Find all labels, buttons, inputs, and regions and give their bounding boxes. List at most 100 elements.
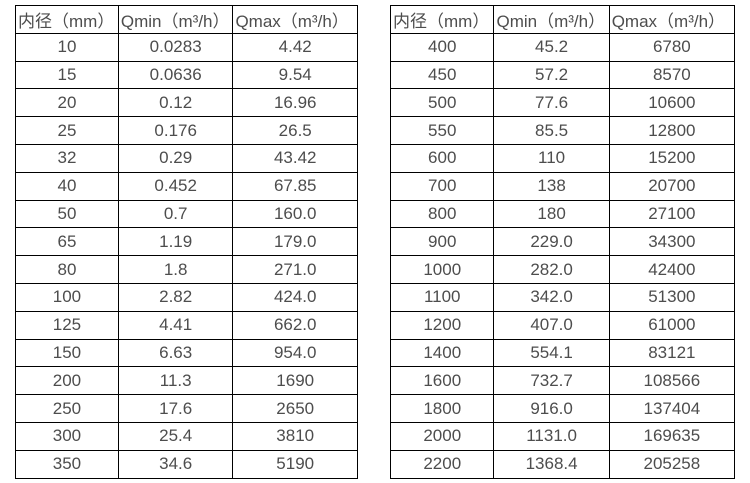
table-row: 125 4.41 662.0 [15,310,358,340]
cell-qmax: 10600 [608,88,736,118]
cell-inner-diameter: 65 [15,227,119,257]
cell-qmin: 1.8 [117,255,234,284]
cell-inner-diameter: 1800 [389,394,495,423]
cell-qmax: 61000 [608,310,736,340]
table-row: 2000 1131.0 169635 [389,421,736,451]
table-row: 32 0.29 43.42 [15,143,358,173]
cell-qmin: 85.5 [493,116,610,145]
cell-qmax: 27100 [608,199,736,229]
cell-inner-diameter: 900 [389,227,495,257]
flow-table-small-diameters: 内径（mm） Qmin（m³/h） Qmax（m³/h） 10 0.0283 4.42 15… [15,5,358,479]
cell-qmin: 0.0636 [117,60,234,90]
cell-inner-diameter: 20 [15,88,119,118]
table-row: 1000 282.0 42400 [389,255,736,284]
table-row: 450 57.2 8570 [389,60,736,90]
cell-qmax: 20700 [608,171,736,201]
cell-inner-diameter: 700 [389,171,495,201]
cell-qmin: 34.6 [117,449,234,479]
cell-inner-diameter: 32 [15,143,119,173]
cell-qmin: 25.4 [117,421,234,451]
cell-inner-diameter: 350 [15,449,119,479]
cell-inner-diameter: 40 [15,171,119,201]
cell-inner-diameter: 450 [389,60,495,90]
table-row: 50 0.7 160.0 [15,199,358,229]
cell-qmin: 180 [493,199,610,229]
table-row: 1200 407.0 61000 [389,310,736,340]
cell-qmin: 6.63 [117,338,234,368]
cell-inner-diameter: 1100 [389,282,495,312]
cell-inner-diameter: 500 [389,88,495,118]
cell-inner-diameter: 2000 [389,421,495,451]
cell-inner-diameter: 1000 [389,255,495,284]
cell-qmax: 42400 [608,255,736,284]
column-header-inner-diameter: 内径（mm） [389,5,495,34]
cell-qmax: 8570 [608,60,736,90]
table-row: 900 229.0 34300 [389,227,736,257]
cell-qmax: 2650 [232,394,358,423]
cell-qmax: 662.0 [232,310,358,340]
table-row: 1600 732.7 108566 [389,366,736,396]
cell-qmax: 954.0 [232,338,358,368]
cell-inner-diameter: 150 [15,338,119,368]
table-row: 700 138 20700 [389,171,736,201]
cell-qmax: 424.0 [232,282,358,312]
cell-qmax: 169635 [608,421,736,451]
cell-inner-diameter: 50 [15,199,119,229]
table-row: 150 6.63 954.0 [15,338,358,368]
column-header-qmin: Qmin（m³/h） [117,5,234,34]
table-row: 800 180 27100 [389,199,736,229]
cell-inner-diameter: 200 [15,366,119,396]
cell-qmin: 11.3 [117,366,234,396]
cell-qmax: 12800 [608,116,736,145]
table-row: 200 11.3 1690 [15,366,358,396]
table-row: 1100 342.0 51300 [389,282,736,312]
cell-qmin: 17.6 [117,394,234,423]
table-row: 25 0.176 26.5 [15,116,358,145]
cell-qmax: 271.0 [232,255,358,284]
table-row: 80 1.8 271.0 [15,255,358,284]
cell-qmax: 108566 [608,366,736,396]
cell-inner-diameter: 80 [15,255,119,284]
cell-qmin: 0.176 [117,116,234,145]
cell-inner-diameter: 2200 [389,449,495,479]
cell-qmax: 179.0 [232,227,358,257]
column-header-qmin: Qmin（m³/h） [493,5,610,34]
cell-qmin: 0.452 [117,171,234,201]
cell-qmax: 160.0 [232,199,358,229]
cell-qmax: 5190 [232,449,358,479]
cell-qmin: 0.7 [117,199,234,229]
cell-qmax: 3810 [232,421,358,451]
flow-table-large-diameters: 内径（mm） Qmin（m³/h） Qmax（m³/h） 400 45.2 6780 450… [389,5,736,479]
cell-qmax: 9.54 [232,60,358,90]
table-row: 1800 916.0 137404 [389,394,736,423]
cell-qmin: 1.19 [117,227,234,257]
cell-qmax: 51300 [608,282,736,312]
cell-inner-diameter: 550 [389,116,495,145]
cell-qmin: 45.2 [493,32,610,62]
cell-qmax: 83121 [608,338,736,368]
cell-qmin: 138 [493,171,610,201]
table-row: 65 1.19 179.0 [15,227,358,257]
cell-qmin: 77.6 [493,88,610,118]
cell-inner-diameter: 600 [389,143,495,173]
table-row: 300 25.4 3810 [15,421,358,451]
header-row: 内径（mm） Qmin（m³/h） Qmax（m³/h） [15,5,358,34]
cell-qmin: 342.0 [493,282,610,312]
cell-qmin: 110 [493,143,610,173]
table-row: 350 34.6 5190 [15,449,358,479]
cell-qmax: 16.96 [232,88,358,118]
table-row: 100 2.82 424.0 [15,282,358,312]
cell-qmin: 732.7 [493,366,610,396]
cell-qmin: 4.41 [117,310,234,340]
table-row: 250 17.6 2650 [15,394,358,423]
cell-qmax: 6780 [608,32,736,62]
cell-qmin: 554.1 [493,338,610,368]
cell-inner-diameter: 25 [15,116,119,145]
cell-inner-diameter: 400 [389,32,495,62]
table-row: 15 0.0636 9.54 [15,60,358,90]
cell-qmin: 229.0 [493,227,610,257]
cell-inner-diameter: 10 [15,32,119,62]
cell-qmin: 916.0 [493,394,610,423]
cell-inner-diameter: 800 [389,199,495,229]
cell-qmin: 2.82 [117,282,234,312]
